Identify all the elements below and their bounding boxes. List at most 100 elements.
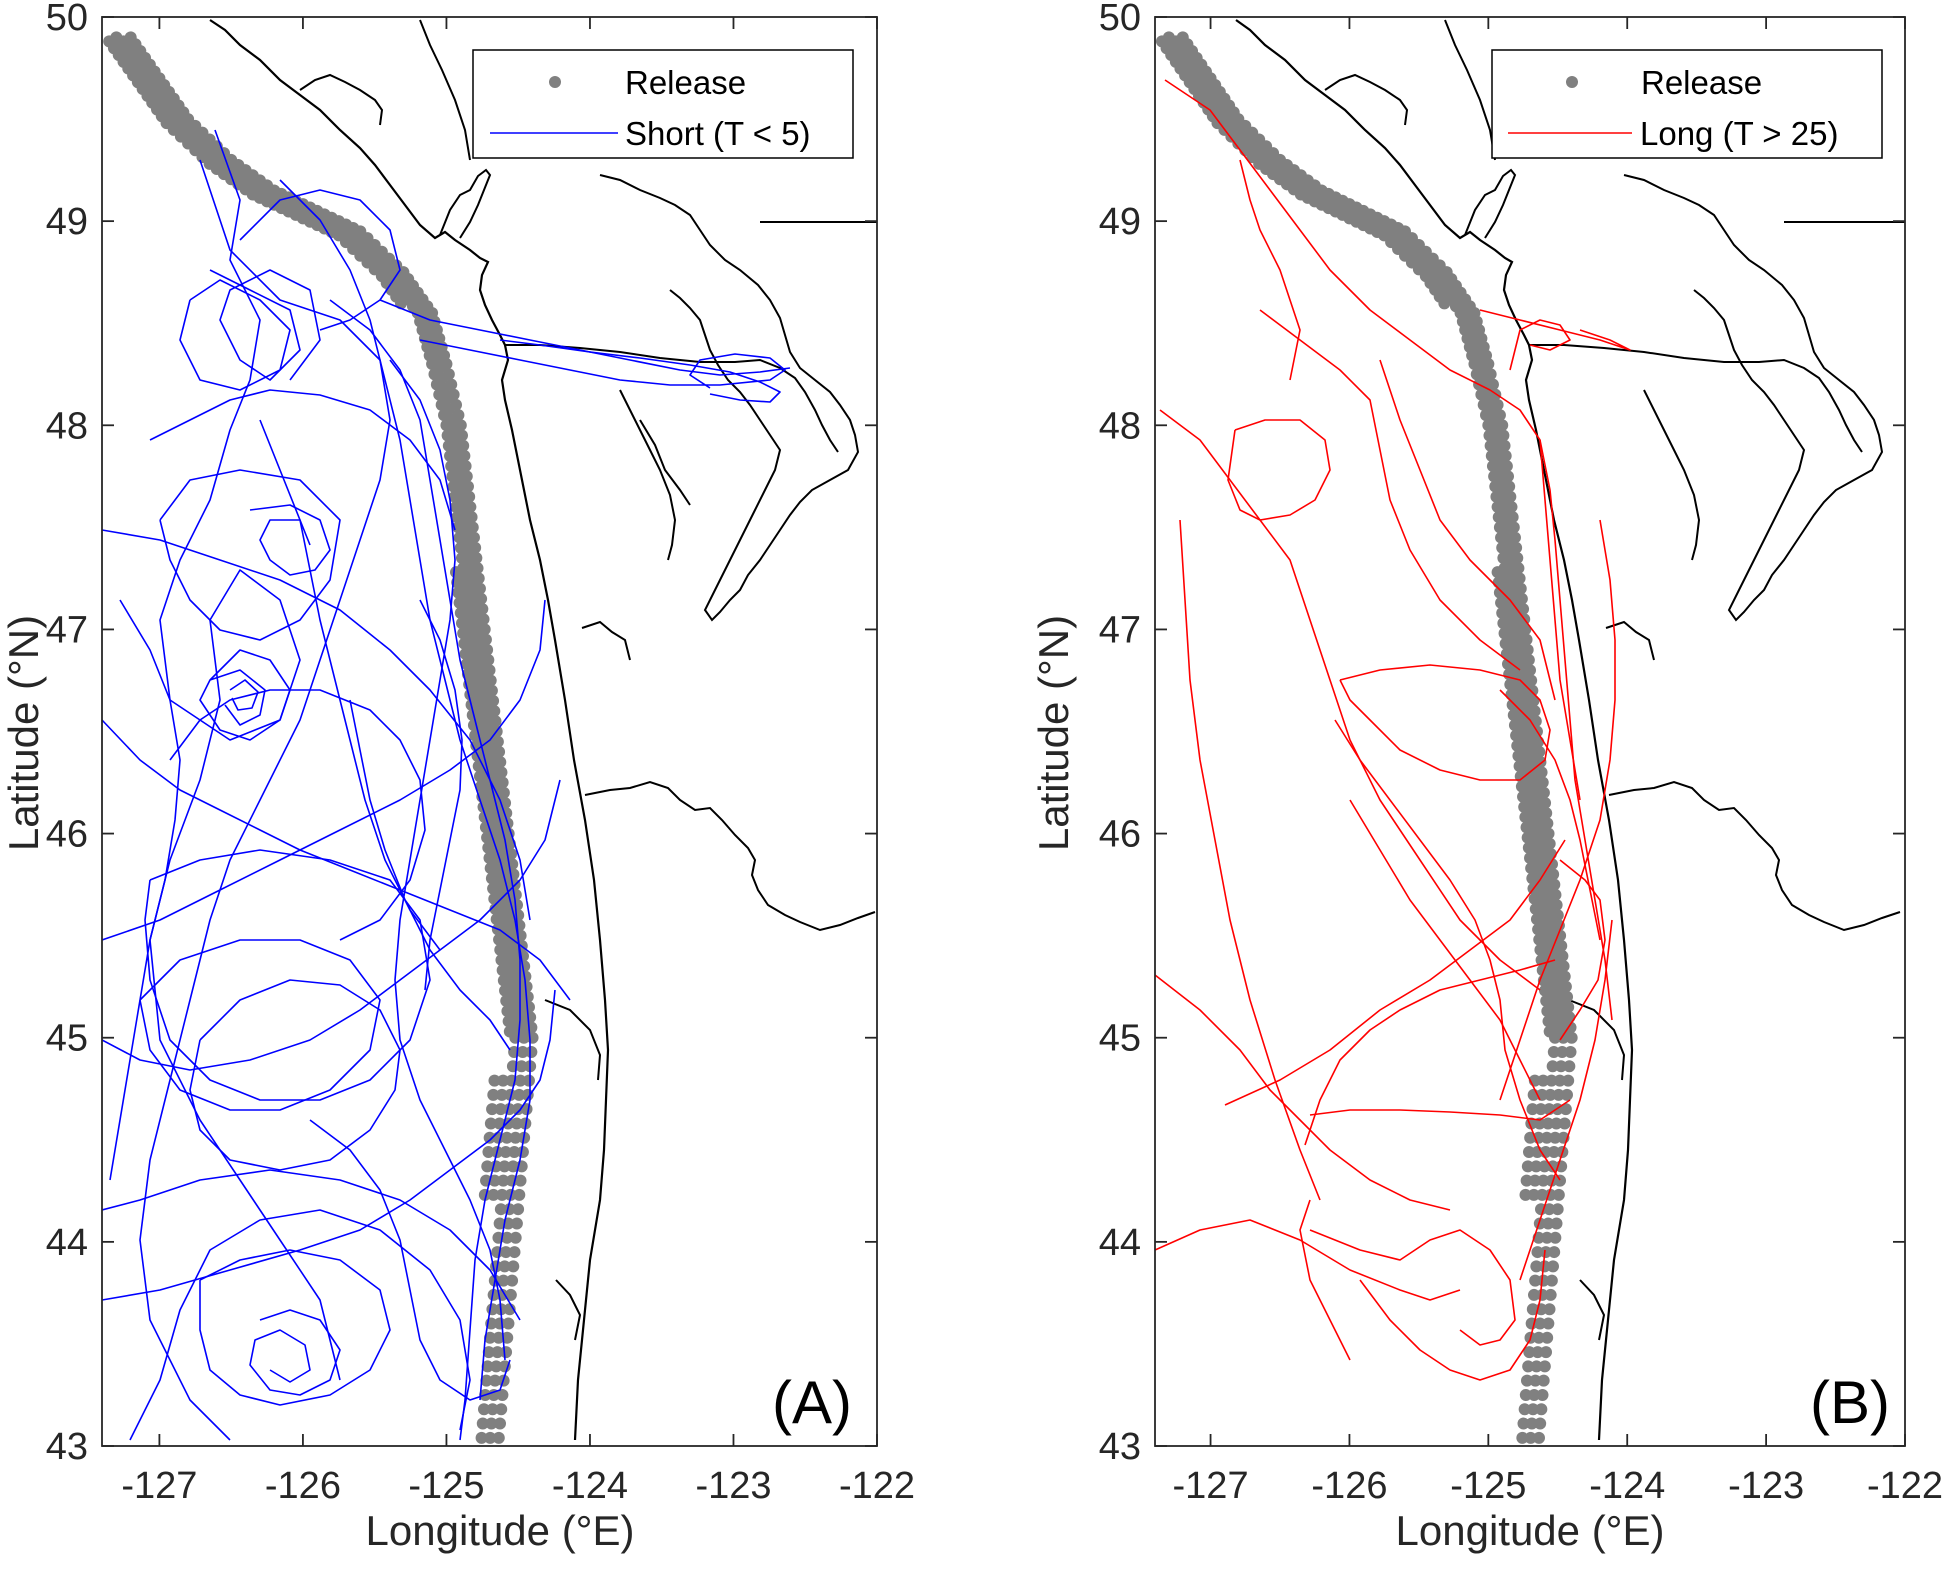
release-point (1552, 1188, 1565, 1201)
release-point (494, 1203, 507, 1216)
release-point (1492, 511, 1505, 524)
release-point (1499, 637, 1512, 650)
release-point (1516, 1431, 1529, 1444)
release-point (1540, 1346, 1552, 1359)
coastline (299, 73, 384, 126)
release-point (428, 368, 441, 381)
trajectory (249, 1309, 341, 1396)
panel-b: Release Long (T > 25) (B) -127 -126 -125 -1… (1030, 0, 1943, 1554)
release-point (497, 1174, 510, 1187)
release-point (494, 1417, 507, 1430)
release-point (1508, 719, 1521, 732)
y-tick-label: 48 (46, 405, 88, 447)
coastline (1608, 780, 1901, 932)
trajectory (1499, 689, 1601, 941)
release-point (1518, 1403, 1531, 1416)
trajectory (1299, 1199, 1351, 1361)
release-point (1520, 1174, 1533, 1187)
release-point (1495, 531, 1508, 544)
trajectories-long (1155, 79, 1631, 1381)
release-point (1552, 1088, 1565, 1101)
y-axis: 43 44 45 46 47 48 49 50 (46, 0, 877, 1468)
release-point (484, 1431, 497, 1444)
release-point (487, 1288, 500, 1301)
trajectory (129, 1209, 471, 1441)
release-point (487, 882, 500, 895)
release-point (1521, 1160, 1534, 1173)
release-point (478, 811, 491, 824)
x-tick-label: -127 (1173, 1465, 1249, 1507)
release-point (1549, 1031, 1561, 1044)
release-point (1527, 1403, 1539, 1416)
release-point (510, 1217, 523, 1230)
release-point (1540, 994, 1553, 1007)
release-point (447, 480, 460, 493)
release-point (1522, 841, 1535, 854)
release-point (496, 1188, 509, 1201)
release-point (1533, 933, 1546, 946)
release-point (1489, 480, 1502, 493)
release-point (490, 1360, 503, 1373)
legend-box (472, 49, 854, 159)
coastline (1324, 73, 1409, 126)
release-point (501, 1331, 514, 1344)
release-point (1526, 872, 1539, 885)
release-point (481, 1360, 494, 1373)
trajectory (199, 649, 291, 741)
coastline (1464, 168, 1517, 239)
release-point (495, 1088, 508, 1101)
x-tick-label: -126 (1311, 1465, 1387, 1507)
release-point (501, 1005, 514, 1018)
release-point (1483, 429, 1496, 442)
release-point (1545, 1074, 1558, 1087)
trajectory (1259, 309, 1521, 671)
release-point (498, 1260, 511, 1273)
y-tick-label: 44 (1099, 1222, 1141, 1264)
release-point (477, 1403, 490, 1416)
x-tick-label: -125 (1450, 1465, 1526, 1507)
release-point (1564, 1046, 1577, 1059)
legend-box (1491, 49, 1883, 159)
y-tick-label: 49 (1099, 201, 1141, 243)
release-point (1513, 760, 1526, 773)
release-point (1556, 1046, 1569, 1059)
release-point (514, 1074, 527, 1087)
release-point (1495, 596, 1508, 609)
release-point (508, 1146, 521, 1159)
release-point (513, 1088, 526, 1101)
release-point (480, 1374, 493, 1387)
release-point (1493, 521, 1506, 534)
release-point (1531, 1246, 1544, 1259)
y-axis-label: Latitude (°N) (0, 615, 47, 851)
release-point (1534, 943, 1547, 956)
legend-release-marker (1566, 76, 1578, 88)
release-point (1532, 1331, 1545, 1344)
release-point (1526, 1303, 1539, 1316)
release-point (509, 1131, 522, 1144)
release-point (438, 409, 451, 422)
trajectory (139, 159, 391, 1441)
trajectory (1349, 799, 1541, 1101)
release-point (506, 1274, 519, 1287)
release-point (484, 1331, 497, 1344)
release-point (446, 470, 459, 483)
release-point (1562, 1074, 1575, 1087)
release-point (491, 1346, 504, 1359)
coastline (1643, 389, 1701, 561)
trajectory (1379, 359, 1556, 701)
y-tick-label: 47 (46, 609, 88, 651)
panel-label: (B) (1810, 1369, 1890, 1436)
release-point (444, 449, 457, 462)
trajectory (102, 779, 561, 1071)
release-point (466, 709, 479, 722)
release-point (487, 1088, 500, 1101)
release-point (494, 943, 507, 956)
y-tick-label: 46 (46, 814, 88, 856)
release-point (433, 388, 446, 401)
release-point (455, 551, 468, 564)
trajectory (259, 419, 441, 951)
release-point (1521, 831, 1534, 844)
release-point (426, 358, 439, 371)
release-point (1519, 1388, 1532, 1401)
release-point (1530, 1160, 1543, 1173)
